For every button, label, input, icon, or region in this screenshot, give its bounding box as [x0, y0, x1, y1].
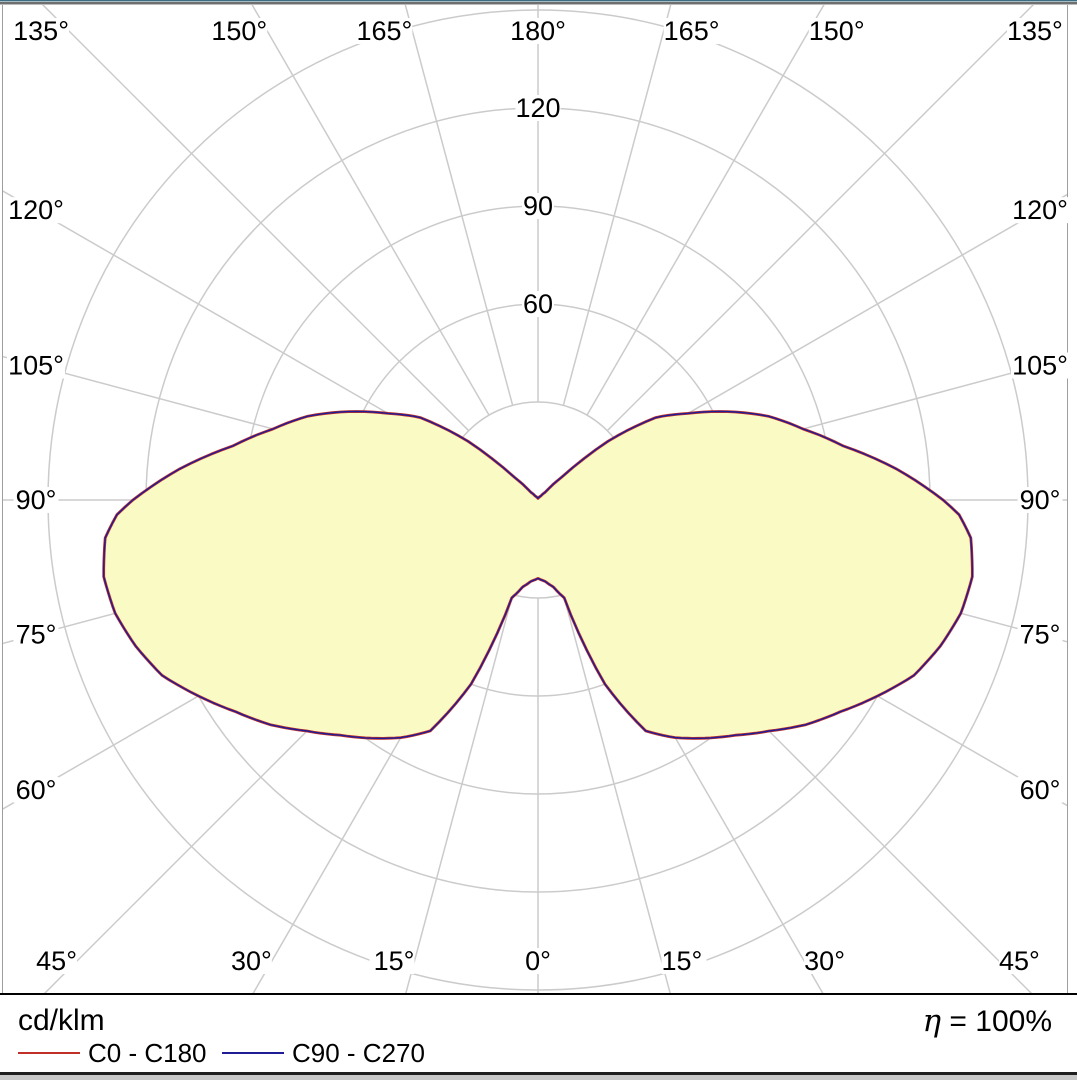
angle-label: 165°: [356, 16, 412, 46]
angle-label-bg: [808, 18, 867, 44]
angle-label-bg: [661, 948, 707, 974]
angle-label-bg: [509, 18, 567, 44]
angle-label: 60°: [16, 775, 57, 805]
curve-c90-c270: [103, 410, 973, 740]
legend-label-c90-c270: C90 - C270: [292, 1038, 425, 1068]
angle-label: 75°: [16, 620, 57, 650]
top-edge-gray-line: [0, 4, 1077, 5]
angle-label-bg: [13, 776, 59, 803]
grid-spoke: [405, 594, 514, 993]
angle-label: 150°: [809, 16, 865, 46]
legend-swatch-c0-c180: [18, 1052, 80, 1054]
angle-label: 105°: [1012, 350, 1068, 380]
angle-label: 90°: [16, 485, 57, 515]
angle-label: 135°: [13, 16, 69, 46]
legend-label-c0-c180: C0 - C180: [88, 1038, 207, 1068]
angle-label-bg: [226, 948, 272, 974]
radial-tick-label: 120: [515, 93, 560, 123]
angle-label: 30°: [231, 946, 272, 976]
grid-spoke: [404, 5, 514, 406]
grid-spoke: [606, 5, 1035, 432]
angle-label-bg: [13, 621, 59, 648]
legend-separator-line: [0, 993, 1077, 995]
angle-label-bg: [1017, 487, 1063, 513]
angle-label: 15°: [662, 946, 703, 976]
radial-tick-label: 90: [523, 191, 553, 221]
bottom-edge-light-line: [0, 1075, 1077, 1080]
angle-label: 60°: [1020, 775, 1061, 805]
plot-box-left-border: [2, 5, 3, 993]
angle-label: 15°: [374, 946, 415, 976]
angle-label-bg: [1011, 197, 1069, 224]
angle-label: 180°: [510, 16, 566, 46]
legend-swatch-c90-c270: [222, 1052, 284, 1054]
angle-label-bg: [999, 948, 1044, 974]
grid-spoke: [562, 594, 671, 993]
angle-label-bg: [1017, 776, 1063, 803]
angle-label-bg: [11, 18, 69, 44]
angle-label: 135°: [1007, 16, 1063, 46]
angle-label-bg: [1007, 18, 1065, 44]
angle-label: 45°: [999, 946, 1040, 976]
plot-box-right-border: [1067, 5, 1068, 993]
angle-label-bg: [663, 18, 722, 44]
angle-label-bg: [369, 948, 415, 974]
angle-label-bg: [1017, 621, 1063, 648]
top-edge-teal-line: [0, 0, 1077, 1]
angle-label: 90°: [1020, 485, 1061, 515]
grid-spoke: [251, 5, 490, 416]
distribution-fill: [103, 411, 973, 739]
angle-label-bg: [13, 487, 59, 513]
radial-tick-label-bg: [522, 291, 554, 317]
angle-label-bg: [804, 948, 850, 974]
angle-label: 75°: [1020, 620, 1061, 650]
angle-label: 45°: [36, 946, 77, 976]
angle-label: 150°: [211, 16, 267, 46]
top-edge-dark-line: [0, 2, 1077, 4]
grid-spoke: [41, 5, 470, 432]
top-edge-light-line: [0, 1, 1077, 2]
efficiency-label: η = 100%: [923, 1003, 1053, 1039]
angle-label-bg: [7, 352, 65, 379]
eta-symbol: η: [922, 1003, 942, 1039]
angle-label-bg: [354, 18, 413, 44]
angle-label: 30°: [804, 946, 845, 976]
radial-tick-label: 60: [523, 289, 553, 319]
angle-label: 105°: [8, 350, 64, 380]
radial-tick-label-bg: [522, 193, 554, 219]
radial-tick-label-bg: [515, 95, 561, 121]
grid-spoke: [586, 5, 825, 416]
angle-label-bg: [32, 948, 77, 974]
angle-label: 0°: [525, 946, 551, 976]
angle-label: 120°: [8, 195, 64, 225]
bottom-edge-dark-line: [0, 1072, 1077, 1075]
angle-label-bg: [522, 948, 554, 974]
angle-label: 165°: [664, 16, 720, 46]
angle-label: 120°: [1012, 195, 1068, 225]
grid-spoke: [562, 5, 672, 406]
efficiency-value: = 100%: [941, 1005, 1052, 1038]
grid-spoke: [3, 190, 454, 452]
angle-label-bg: [7, 197, 65, 224]
grid-spoke: [622, 193, 1067, 452]
angle-label-bg: [1011, 352, 1069, 379]
units-label: cd/klm: [18, 1004, 105, 1037]
angle-label-bg: [209, 18, 268, 44]
